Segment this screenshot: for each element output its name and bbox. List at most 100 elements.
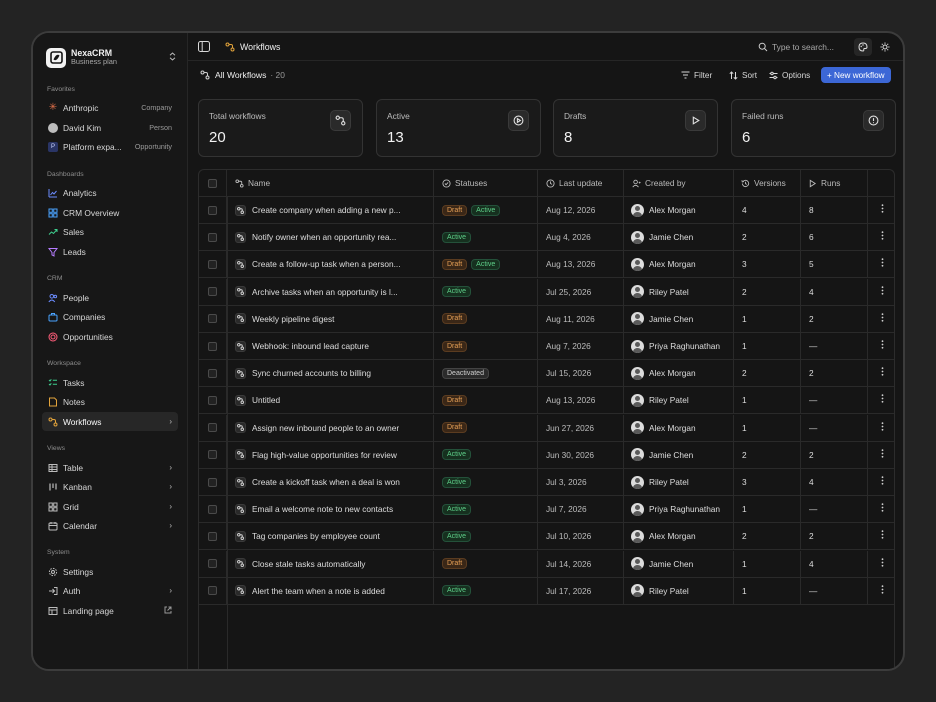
table-row[interactable]: Flag high-value opportunities for review…: [199, 441, 894, 469]
more-actions-icon[interactable]: [881, 557, 884, 570]
sidebar-item-sales[interactable]: Sales: [42, 222, 178, 241]
sidebar-item-analytics[interactable]: Analytics: [42, 183, 178, 202]
name-cell[interactable]: Sync churned accounts to billing: [227, 360, 434, 387]
name-cell[interactable]: Create a kickoff task when a deal is won: [227, 469, 434, 495]
column-header-runs[interactable]: Runs: [801, 170, 868, 196]
sidebar-item-notes[interactable]: Notes: [42, 392, 178, 411]
sidebar-item-opportunities[interactable]: Opportunities: [42, 327, 178, 346]
name-cell[interactable]: Alert the team when a note is added: [227, 577, 434, 604]
sidebar-item-auth[interactable]: Auth ›: [42, 581, 178, 600]
filter-button[interactable]: Filter: [681, 71, 712, 80]
view-selector[interactable]: All Workflows · 20: [200, 70, 285, 80]
search-input[interactable]: Type to search...: [758, 42, 850, 52]
row-checkbox[interactable]: [208, 559, 217, 569]
row-checkbox[interactable]: [208, 477, 217, 487]
more-actions-icon[interactable]: [881, 231, 884, 243]
row-checkbox[interactable]: [208, 232, 217, 242]
name-cell[interactable]: Flag high-value opportunities for review: [227, 441, 434, 468]
favorite-item-david-kim[interactable]: David Kim Person: [42, 118, 178, 137]
row-checkbox[interactable]: [208, 531, 217, 541]
more-actions-icon[interactable]: [881, 258, 884, 270]
chevron-right-icon: ›: [169, 586, 172, 595]
more-actions-icon[interactable]: [881, 367, 884, 379]
more-actions-icon[interactable]: [881, 285, 884, 298]
options-button[interactable]: Options: [769, 71, 810, 80]
name-cell[interactable]: Close stale tasks automatically: [227, 550, 434, 577]
sidebar-item-calendar[interactable]: Calendar ›: [42, 516, 178, 535]
more-actions-icon[interactable]: [881, 530, 884, 542]
name-cell[interactable]: Webhook: inbound lead capture: [227, 333, 434, 359]
sidebar-item-tasks[interactable]: Tasks: [42, 373, 178, 392]
more-actions-icon[interactable]: [881, 585, 884, 597]
column-header-versions[interactable]: Versions: [734, 170, 801, 196]
sidebar-item-settings[interactable]: Settings: [42, 562, 178, 581]
column-header-created-by[interactable]: Created by: [624, 170, 734, 196]
favorite-item-anthropic[interactable]: ✳ Anthropic Company: [42, 98, 178, 117]
sidebar-item-table[interactable]: Table ›: [42, 458, 178, 477]
table-row[interactable]: Create a follow-up task when a person...…: [199, 251, 894, 279]
table-row[interactable]: Alert the team when a note is added Activ…: [199, 577, 894, 605]
more-actions-icon[interactable]: [881, 313, 884, 325]
name-cell[interactable]: Assign new inbound people to an owner: [227, 414, 434, 441]
theme-palette-button[interactable]: [854, 37, 872, 56]
row-checkbox[interactable]: [208, 205, 217, 215]
more-actions-icon[interactable]: [881, 204, 884, 216]
row-checkbox[interactable]: [208, 341, 217, 351]
table-row[interactable]: Create company when adding a new p... Dra…: [199, 197, 894, 224]
more-actions-icon[interactable]: [881, 503, 884, 515]
theme-toggle-button[interactable]: [876, 38, 894, 56]
new-workflow-button[interactable]: + New workflow: [821, 67, 891, 83]
table-row[interactable]: Tag companies by employee count Active Jul…: [199, 523, 894, 551]
sidebar-item-kanban[interactable]: Kanban ›: [42, 477, 178, 496]
table-row[interactable]: Email a welcome note to new contacts Acti…: [199, 496, 894, 524]
more-actions-icon[interactable]: [881, 340, 884, 352]
more-actions-icon[interactable]: [881, 449, 884, 461]
name-cell[interactable]: Archive tasks when an opportunity is l..…: [227, 278, 434, 305]
row-checkbox[interactable]: [208, 586, 217, 596]
column-header-last-update[interactable]: Last update: [538, 170, 624, 196]
table-row[interactable]: Webhook: inbound lead capture Draft Aug 7,…: [199, 333, 894, 360]
row-checkbox[interactable]: [208, 450, 217, 460]
sidebar-item-workflows[interactable]: Workflows ›: [42, 412, 178, 431]
table-row[interactable]: Notify owner when an opportunity rea... A…: [199, 224, 894, 252]
name-cell[interactable]: Untitled: [227, 387, 434, 414]
table-row[interactable]: Archive tasks when an opportunity is l..…: [199, 278, 894, 306]
sidebar-item-companies[interactable]: Companies: [42, 307, 178, 326]
play-circle-icon: [508, 110, 529, 131]
table-row[interactable]: Assign new inbound people to an owner Dra…: [199, 414, 894, 442]
column-header-name[interactable]: Name: [227, 170, 434, 196]
workspace-switcher[interactable]: NexaCRM Business plan: [46, 45, 176, 70]
row-checkbox[interactable]: [208, 423, 217, 433]
table-row[interactable]: Close stale tasks automatically Draft Jul …: [199, 550, 894, 578]
sidebar-item-landing-page[interactable]: Landing page: [42, 601, 178, 620]
sort-button[interactable]: Sort: [729, 71, 757, 80]
sidebar-item-crm-overview[interactable]: CRM Overview: [42, 203, 178, 222]
column-header-statuses[interactable]: Statuses: [434, 170, 538, 196]
row-checkbox[interactable]: [208, 287, 217, 297]
sidebar-item-leads[interactable]: Leads: [42, 242, 178, 261]
row-checkbox[interactable]: [208, 504, 217, 514]
sidebar-item-grid[interactable]: Grid ›: [42, 497, 178, 516]
name-cell[interactable]: Weekly pipeline digest: [227, 305, 434, 332]
table-row[interactable]: Sync churned accounts to billing Deactiva…: [199, 360, 894, 388]
name-cell[interactable]: Tag companies by employee count: [227, 523, 434, 550]
name-cell[interactable]: Create a follow-up task when a person...: [227, 251, 434, 278]
table-row[interactable]: Create a kickoff task when a deal is won…: [199, 469, 894, 496]
sidebar-item-people[interactable]: People: [42, 288, 178, 307]
row-checkbox[interactable]: [208, 259, 217, 269]
table-row[interactable]: Untitled Draft Aug 13, 2026 Riley Patel 1 —: [199, 387, 894, 415]
name-cell[interactable]: Create company when adding a new p...: [227, 197, 434, 223]
more-actions-icon[interactable]: [881, 394, 884, 406]
favorite-item-platform[interactable]: P Platform expa... Opportunity: [42, 137, 178, 156]
toggle-sidebar-button[interactable]: [198, 41, 210, 52]
more-actions-icon[interactable]: [881, 476, 884, 488]
row-checkbox[interactable]: [208, 314, 217, 324]
system-title: System: [47, 549, 70, 556]
table-row[interactable]: Weekly pipeline digest Draft Aug 11, 2026 J…: [199, 305, 894, 333]
more-actions-icon[interactable]: [881, 421, 884, 434]
select-all-checkbox[interactable]: [208, 178, 217, 188]
name-cell[interactable]: Notify owner when an opportunity rea...: [227, 224, 434, 251]
row-checkbox[interactable]: [208, 368, 217, 378]
name-cell[interactable]: Email a welcome note to new contacts: [227, 496, 434, 523]
row-checkbox[interactable]: [208, 395, 217, 405]
